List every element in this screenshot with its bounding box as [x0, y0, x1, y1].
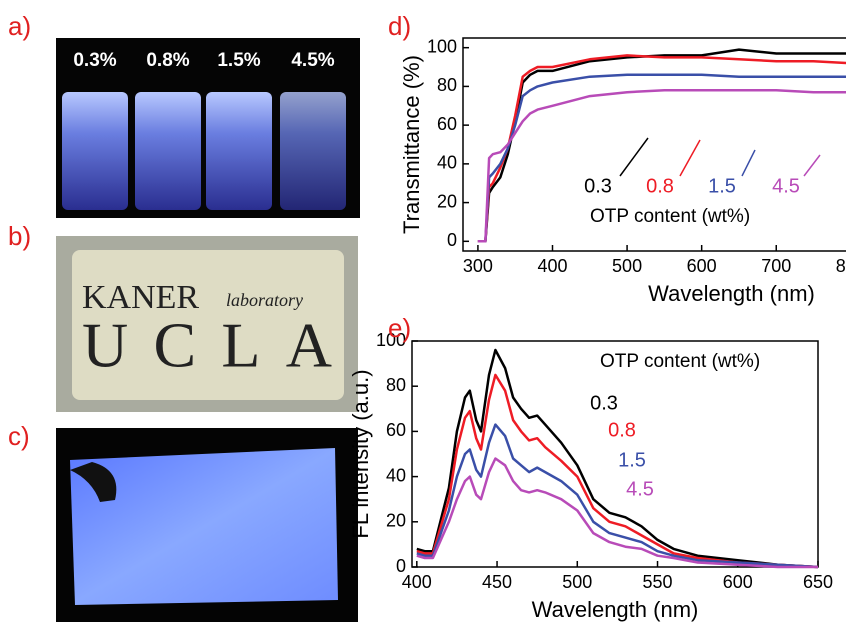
x-tick-label: 300 [463, 256, 493, 276]
legend-label: 0.8 [608, 419, 636, 441]
legend-label: 4.5 [772, 175, 800, 197]
x-axis-label: Wavelength (nm) [532, 597, 699, 622]
x-tick-label: 650 [803, 572, 833, 592]
x-tick-label: 550 [643, 572, 673, 592]
x-tick-label: 400 [537, 256, 567, 276]
plot-frame [462, 37, 846, 252]
y-axis-label: Transmittance (%) [399, 55, 424, 234]
x-tick-label: 450 [482, 572, 512, 592]
series-line [416, 373, 819, 569]
x-tick-label: 500 [612, 256, 642, 276]
leader-line [803, 154, 821, 177]
vial-label: 4.5% [291, 50, 334, 71]
vial-label: 0.3% [73, 50, 116, 71]
x-tick-label: 800 [836, 256, 846, 276]
y-axis-label: FL intensity (a.u.) [348, 369, 373, 538]
y-tick-label: 40 [386, 465, 406, 485]
series-line [477, 73, 846, 243]
y-tick-label: 0 [447, 230, 457, 250]
panel-label: c) [8, 421, 30, 451]
legend-label: 0.8 [646, 175, 674, 197]
y-tick-label: 60 [437, 114, 457, 134]
y-tick-label: 100 [376, 330, 406, 350]
leader-line [741, 149, 756, 177]
y-tick-label: 80 [437, 75, 457, 95]
x-tick-label: 600 [723, 572, 753, 592]
finger [70, 462, 117, 502]
legend-label: 0.3 [584, 175, 612, 197]
vial [62, 92, 128, 210]
y-tick-label: 0 [396, 556, 406, 576]
film-text: KANER [82, 279, 199, 316]
film [72, 250, 344, 400]
vial [206, 92, 272, 210]
series-line [477, 54, 846, 243]
x-tick-label: 600 [687, 256, 717, 276]
series-line [416, 348, 819, 569]
vials [62, 92, 346, 210]
panel-label: e) [388, 313, 411, 343]
vial-label: 1.5% [217, 50, 260, 71]
leader-line [619, 137, 649, 177]
series-line [416, 457, 818, 569]
legend-label: 1.5 [708, 175, 736, 197]
series-line [416, 423, 819, 569]
x-tick-label: 700 [761, 256, 791, 276]
legend-title: OTP content (wt%) [600, 351, 760, 372]
y-tick-label: 100 [427, 36, 457, 56]
plot-frame [411, 340, 819, 568]
vial [135, 92, 201, 210]
film [70, 448, 338, 605]
y-tick-label: 80 [386, 375, 406, 395]
leader-line [679, 139, 701, 177]
y-tick-label: 40 [437, 153, 457, 173]
y-tick-label: 20 [437, 191, 457, 211]
series-line [477, 89, 846, 243]
series-line [477, 48, 846, 243]
vial [280, 92, 346, 210]
film-text: laboratory [226, 290, 303, 310]
x-axis-label: Wavelength (nm) [648, 281, 815, 306]
legend-label: 4.5 [626, 478, 654, 500]
panel-label: d) [388, 11, 411, 41]
y-tick-label: 60 [386, 420, 406, 440]
panel-label: b) [8, 221, 31, 251]
legend-label: 0.3 [590, 392, 618, 414]
panel-label: a) [8, 11, 31, 41]
y-tick-label: 20 [386, 511, 406, 531]
x-tick-label: 400 [402, 572, 432, 592]
legend-label: 1.5 [618, 449, 646, 471]
vial-label: 0.8% [146, 50, 189, 71]
x-tick-label: 500 [562, 572, 592, 592]
legend-title: OTP content (wt%) [590, 206, 750, 227]
